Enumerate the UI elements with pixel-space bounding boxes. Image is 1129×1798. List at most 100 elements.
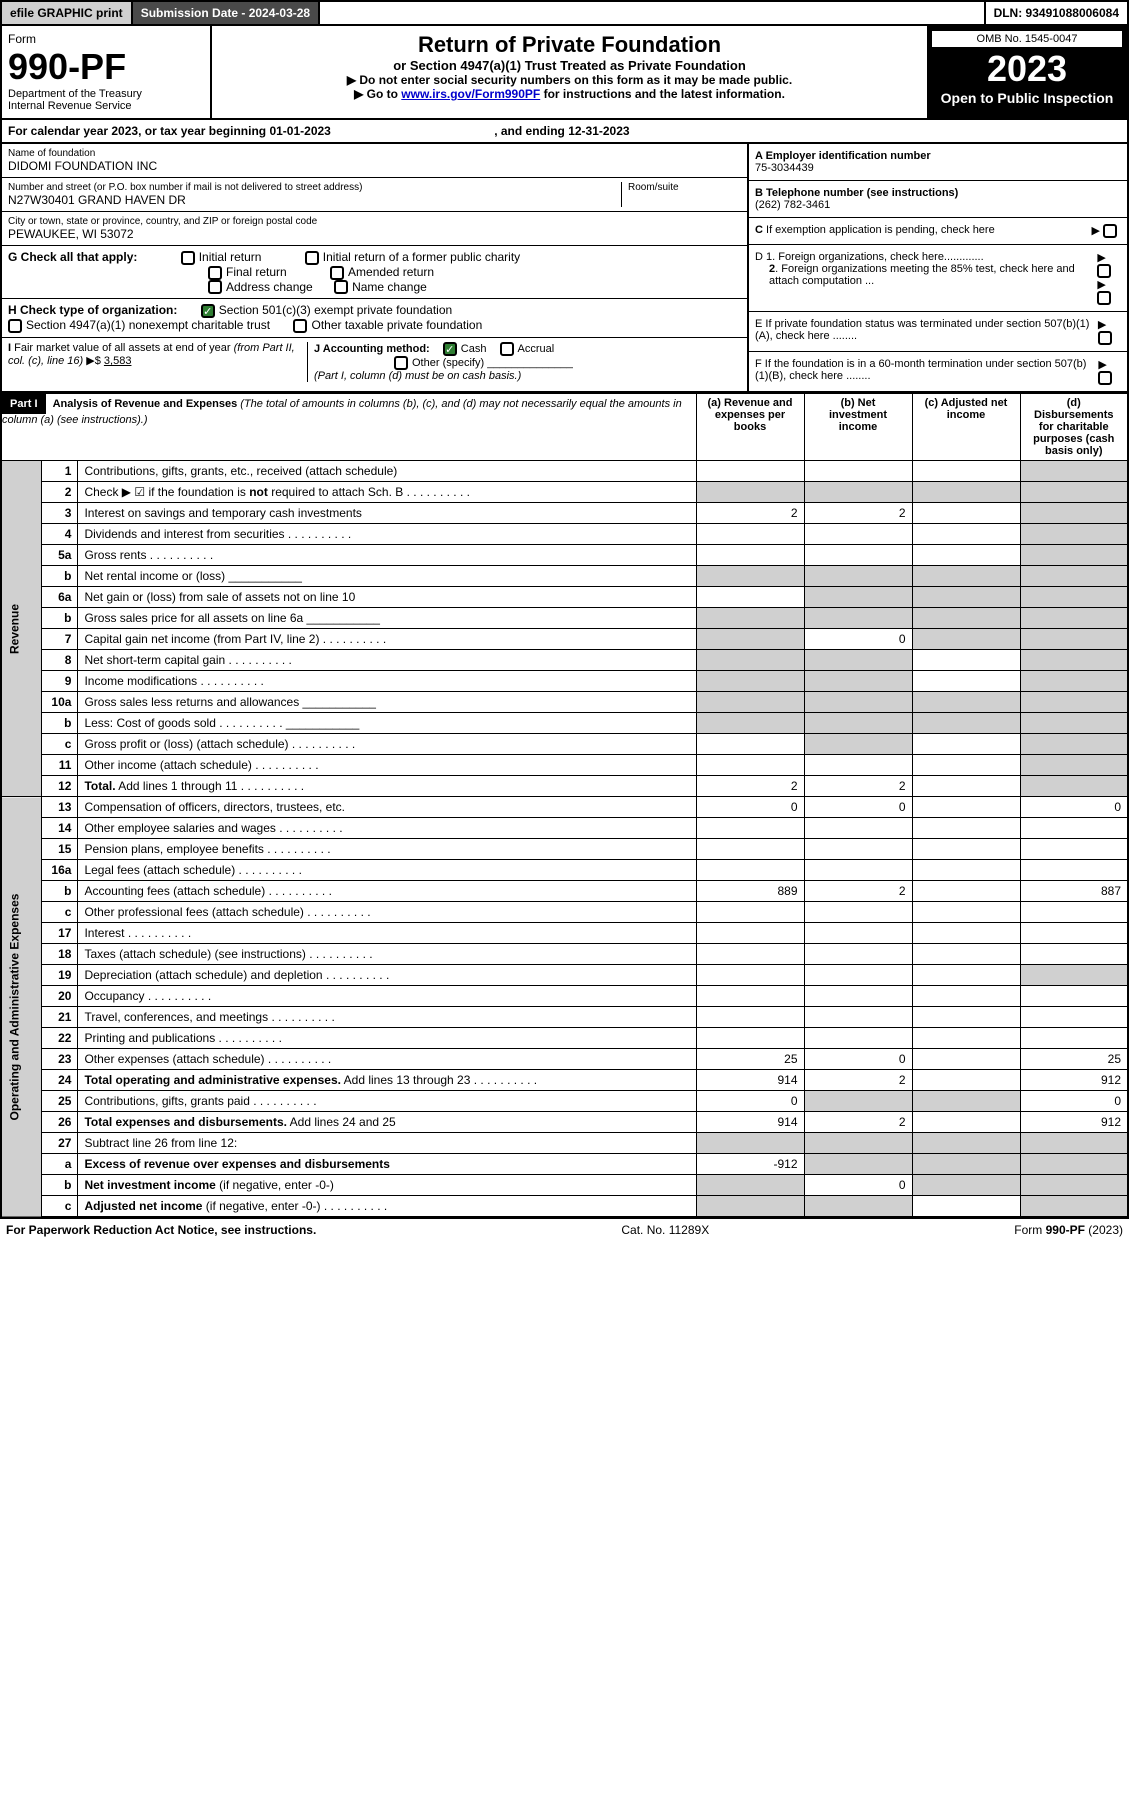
row-num: 16a	[42, 860, 78, 881]
cb-amended[interactable]	[330, 266, 344, 280]
b-label: B Telephone number (see instructions)	[755, 187, 958, 199]
table-row: 25Contributions, gifts, grants paid00	[1, 1091, 1128, 1112]
table-row: 20Occupancy	[1, 986, 1128, 1007]
row-num: b	[42, 713, 78, 734]
irs-link[interactable]: www.irs.gov/Form990PF	[401, 87, 540, 101]
row-desc: Legal fees (attach schedule)	[78, 860, 696, 881]
table-row: 26Total expenses and disbursements. Add …	[1, 1112, 1128, 1133]
table-row: 24Total operating and administrative exp…	[1, 1070, 1128, 1091]
row-num: 12	[42, 776, 78, 797]
row-num: 7	[42, 629, 78, 650]
row-num: 2	[42, 482, 78, 503]
cb-accrual[interactable]	[500, 342, 514, 356]
table-row: 3Interest on savings and temporary cash …	[1, 503, 1128, 524]
cb-c[interactable]	[1103, 224, 1117, 238]
row-num: 25	[42, 1091, 78, 1112]
cb-501c3[interactable]	[201, 304, 215, 318]
row-num: a	[42, 1154, 78, 1175]
row-num: 19	[42, 965, 78, 986]
row-desc: Printing and publications	[78, 1028, 696, 1049]
row-num: b	[42, 608, 78, 629]
row-num: 15	[42, 839, 78, 860]
table-row: aExcess of revenue over expenses and dis…	[1, 1154, 1128, 1175]
table-row: 4Dividends and interest from securities	[1, 524, 1128, 545]
row-desc: Pension plans, employee benefits	[78, 839, 696, 860]
table-row: bAccounting fees (attach schedule)889288…	[1, 881, 1128, 902]
row-desc: Contributions, gifts, grants, etc., rece…	[78, 461, 696, 482]
cb-other-tax[interactable]	[293, 319, 307, 333]
row-num: b	[42, 566, 78, 587]
row-desc: Net gain or (loss) from sale of assets n…	[78, 587, 696, 608]
table-row: 16aLegal fees (attach schedule)	[1, 860, 1128, 881]
row-desc: Adjusted net income (if negative, enter …	[78, 1196, 696, 1218]
form-note2: ▶ Go to www.irs.gov/Form990PF for instru…	[218, 87, 921, 101]
row-desc: Other employee salaries and wages	[78, 818, 696, 839]
cb-d2[interactable]	[1097, 291, 1111, 305]
row-desc: Contributions, gifts, grants paid	[78, 1091, 696, 1112]
cb-final[interactable]	[208, 266, 222, 280]
header-bar: efile GRAPHIC print Submission Date - 20…	[0, 0, 1129, 26]
row-num: b	[42, 1175, 78, 1196]
table-row: 9Income modifications	[1, 671, 1128, 692]
a-label: A Employer identification number	[755, 150, 931, 162]
efile-label: efile GRAPHIC print	[2, 2, 133, 24]
row-desc: Interest	[78, 923, 696, 944]
dept: Department of the Treasury	[8, 88, 204, 100]
row-desc: Total expenses and disbursements. Add li…	[78, 1112, 696, 1133]
row-num: 6a	[42, 587, 78, 608]
row-desc: Gross rents	[78, 545, 696, 566]
row-num: 26	[42, 1112, 78, 1133]
col-b: (b) Net investment income	[804, 394, 912, 461]
table-row: 11Other income (attach schedule)	[1, 755, 1128, 776]
table-row: 21Travel, conferences, and meetings	[1, 1007, 1128, 1028]
form-label: Form	[8, 32, 204, 46]
row-num: 23	[42, 1049, 78, 1070]
form-footer: For Paperwork Reduction Act Notice, see …	[0, 1218, 1129, 1241]
row-num: 10a	[42, 692, 78, 713]
cb-other-acct[interactable]	[394, 356, 408, 370]
row-desc: Less: Cost of goods sold ___________	[78, 713, 696, 734]
row-desc: Other professional fees (attach schedule…	[78, 902, 696, 923]
row-desc: Gross sales price for all assets on line…	[78, 608, 696, 629]
row-num: 13	[42, 797, 78, 818]
cb-4947[interactable]	[8, 319, 22, 333]
cb-d1[interactable]	[1097, 264, 1111, 278]
row-desc: Other expenses (attach schedule)	[78, 1049, 696, 1070]
row-num: 8	[42, 650, 78, 671]
side-label: Operating and Administrative Expenses	[1, 797, 42, 1218]
table-row: 10aGross sales less returns and allowanc…	[1, 692, 1128, 713]
table-row: 7Capital gain net income (from Part IV, …	[1, 629, 1128, 650]
row-desc: Other income (attach schedule)	[78, 755, 696, 776]
row-desc: Accounting fees (attach schedule)	[78, 881, 696, 902]
cb-e[interactable]	[1098, 331, 1112, 345]
row-desc: Income modifications	[78, 671, 696, 692]
row-desc: Compensation of officers, directors, tru…	[78, 797, 696, 818]
row-num: 24	[42, 1070, 78, 1091]
cb-initial-former[interactable]	[305, 251, 319, 265]
form-number: 990-PF	[8, 46, 204, 88]
row-num: 17	[42, 923, 78, 944]
submission-date: Submission Date - 2024-03-28	[133, 2, 320, 24]
row-num: b	[42, 881, 78, 902]
cb-f[interactable]	[1098, 371, 1112, 385]
cb-initial[interactable]	[181, 251, 195, 265]
row-num: c	[42, 902, 78, 923]
row-desc: Total operating and administrative expen…	[78, 1070, 696, 1091]
row-num: 11	[42, 755, 78, 776]
dln: DLN: 93491088006084	[984, 2, 1127, 24]
cb-cash[interactable]	[443, 342, 457, 356]
table-row: 27Subtract line 26 from line 12:	[1, 1133, 1128, 1154]
row-num: 9	[42, 671, 78, 692]
entity-info: Name of foundation DIDOMI FOUNDATION INC…	[0, 144, 1129, 393]
phone: (262) 782-3461	[755, 199, 830, 211]
row-desc: Net short-term capital gain	[78, 650, 696, 671]
form-header: Form 990-PF Department of the Treasury I…	[0, 26, 1129, 120]
table-row: 23Other expenses (attach schedule)25025	[1, 1049, 1128, 1070]
section-h: H Check type of organization: Section 50…	[2, 299, 747, 338]
row-num: c	[42, 1196, 78, 1218]
table-row: Operating and Administrative Expenses13C…	[1, 797, 1128, 818]
section-g: G Check all that apply: Initial return I…	[2, 246, 747, 299]
cb-address[interactable]	[208, 280, 222, 294]
row-desc: Subtract line 26 from line 12:	[78, 1133, 696, 1154]
cb-name[interactable]	[334, 280, 348, 294]
